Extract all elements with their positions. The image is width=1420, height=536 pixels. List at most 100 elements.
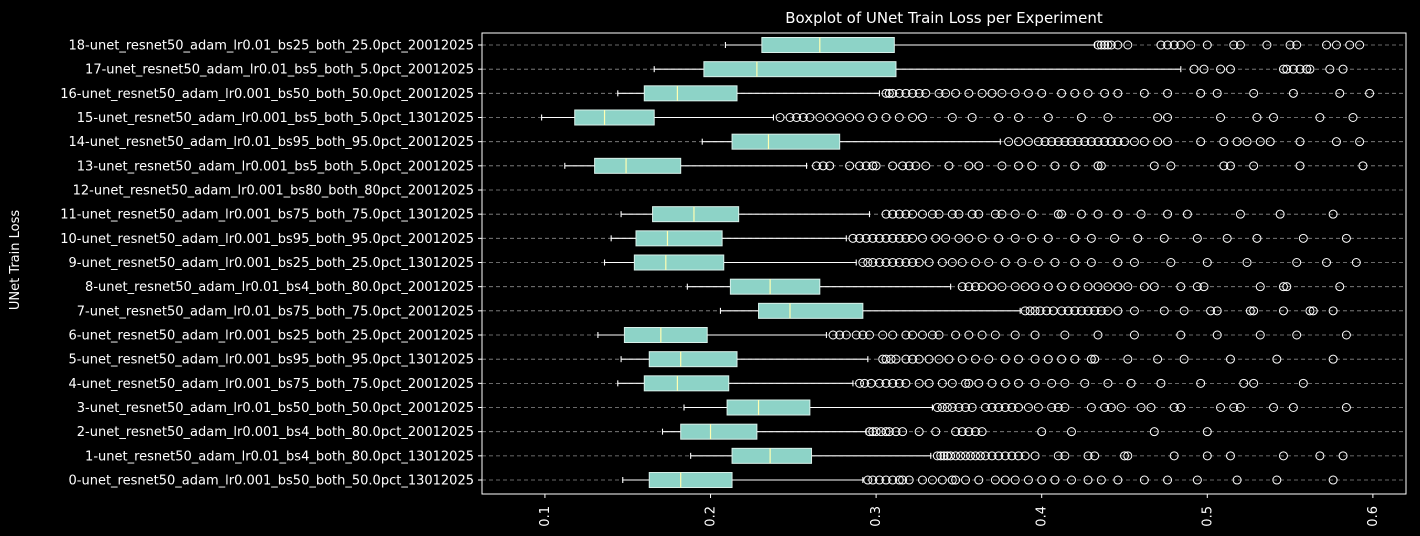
y-tick-label: 6-unet_resnet50_adam_lr0.001_bs25_both_2…	[69, 329, 474, 344]
outlier-point	[1202, 427, 1212, 437]
outlier-point	[1179, 306, 1189, 316]
outlier-point	[1351, 258, 1361, 268]
outlier-point	[888, 330, 898, 340]
outlier-point	[917, 209, 927, 219]
outlier-point	[964, 233, 974, 243]
outlier-point	[974, 475, 984, 485]
outlier-point	[1288, 64, 1298, 74]
outlier-point	[1136, 209, 1146, 219]
outlier-point	[855, 233, 865, 243]
outlier-point	[1086, 403, 1096, 413]
y-tick-label: 5-unet_resnet50_adam_lr0.001_bs95_both_9…	[69, 353, 474, 368]
y-tick-label: 11-unet_resnet50_adam_lr0.001_bs75_both_…	[60, 208, 474, 223]
outlier-point	[931, 427, 941, 437]
outlier-point	[1010, 233, 1020, 243]
outlier-point	[1113, 40, 1123, 50]
outlier-point	[1113, 258, 1123, 268]
outlier-point	[1153, 137, 1163, 147]
outlier-point	[901, 378, 911, 388]
outlier-point	[1093, 40, 1103, 50]
outlier-point	[961, 378, 971, 388]
outlier-point	[1176, 282, 1186, 292]
outlier-point	[1355, 137, 1365, 147]
iqr-box	[703, 61, 897, 78]
box-15	[541, 109, 774, 126]
outlier-point	[1308, 306, 1318, 316]
outlier-point	[825, 161, 835, 171]
outlier-point	[1159, 233, 1169, 243]
outlier-point	[891, 427, 901, 437]
y-tick-label: 4-unet_resnet50_adam_lr0.001_bs75_both_7…	[69, 377, 474, 392]
outlier-point	[964, 282, 974, 292]
outlier-point	[1163, 475, 1173, 485]
outlier-point	[894, 475, 904, 485]
y-tick-label: 7-unet_resnet50_adam_lr0.01_bs75_both_75…	[77, 304, 474, 319]
outlier-point	[811, 161, 821, 171]
outlier-point	[1083, 306, 1093, 316]
outlier-point	[881, 475, 891, 485]
outlier-point	[1093, 330, 1103, 340]
outlier-point	[914, 378, 924, 388]
outlier-point	[1057, 88, 1067, 98]
outlier-point	[848, 233, 858, 243]
outlier-point	[1322, 258, 1332, 268]
outlier-point	[957, 354, 967, 364]
outlier-point	[1156, 378, 1166, 388]
outlier-point	[1192, 233, 1202, 243]
outlier-point	[1123, 451, 1133, 461]
outlier-point	[970, 354, 980, 364]
outlier-point	[964, 88, 974, 98]
outlier-point	[964, 161, 974, 171]
outlier-point	[855, 161, 865, 171]
outlier-point	[1093, 137, 1103, 147]
outlier-point	[1057, 354, 1067, 364]
outlier-point	[1113, 137, 1123, 147]
box-7	[719, 302, 1021, 319]
outlier-point	[1083, 88, 1093, 98]
outlier-point	[792, 113, 802, 123]
outlier-point	[1235, 403, 1245, 413]
outlier-point	[1083, 475, 1093, 485]
outlier-point	[927, 330, 937, 340]
outlier-point	[888, 209, 898, 219]
outlier-point	[947, 113, 957, 123]
outlier-point	[997, 209, 1007, 219]
outlier-point	[1083, 451, 1093, 461]
outlier-point	[977, 88, 987, 98]
box-13	[564, 157, 808, 174]
outlier-point	[901, 233, 911, 243]
outlier-point	[1113, 306, 1123, 316]
outlier-point	[884, 88, 894, 98]
outlier-point	[1348, 113, 1358, 123]
outlier-point	[904, 475, 914, 485]
outlier-point	[1063, 306, 1073, 316]
outlier-point	[1192, 475, 1202, 485]
outlier-point	[1216, 403, 1226, 413]
outlier-point	[1014, 354, 1024, 364]
outlier-point	[908, 113, 918, 123]
outlier-point	[1169, 403, 1179, 413]
outlier-point	[871, 427, 881, 437]
outlier-point	[924, 378, 934, 388]
outlier-point	[1053, 451, 1063, 461]
outlier-point	[1212, 88, 1222, 98]
outlier-point	[1096, 40, 1106, 50]
outlier-point	[1136, 403, 1146, 413]
outlier-point	[1020, 451, 1030, 461]
outlier-point	[861, 233, 871, 243]
outlier-point	[1070, 306, 1080, 316]
outlier-point	[1196, 378, 1206, 388]
outlier-point	[1020, 306, 1030, 316]
outlier-point	[863, 475, 873, 485]
outlier-point	[957, 258, 967, 268]
outlier-point	[1010, 475, 1020, 485]
outlier-point	[1315, 113, 1325, 123]
outlier-point	[1037, 427, 1047, 437]
outlier-point	[1057, 209, 1067, 219]
outlier-point	[1086, 258, 1096, 268]
outlier-point	[970, 282, 980, 292]
outlier-point	[1322, 40, 1332, 50]
outlier-point	[1073, 137, 1083, 147]
outlier-point	[921, 88, 931, 98]
